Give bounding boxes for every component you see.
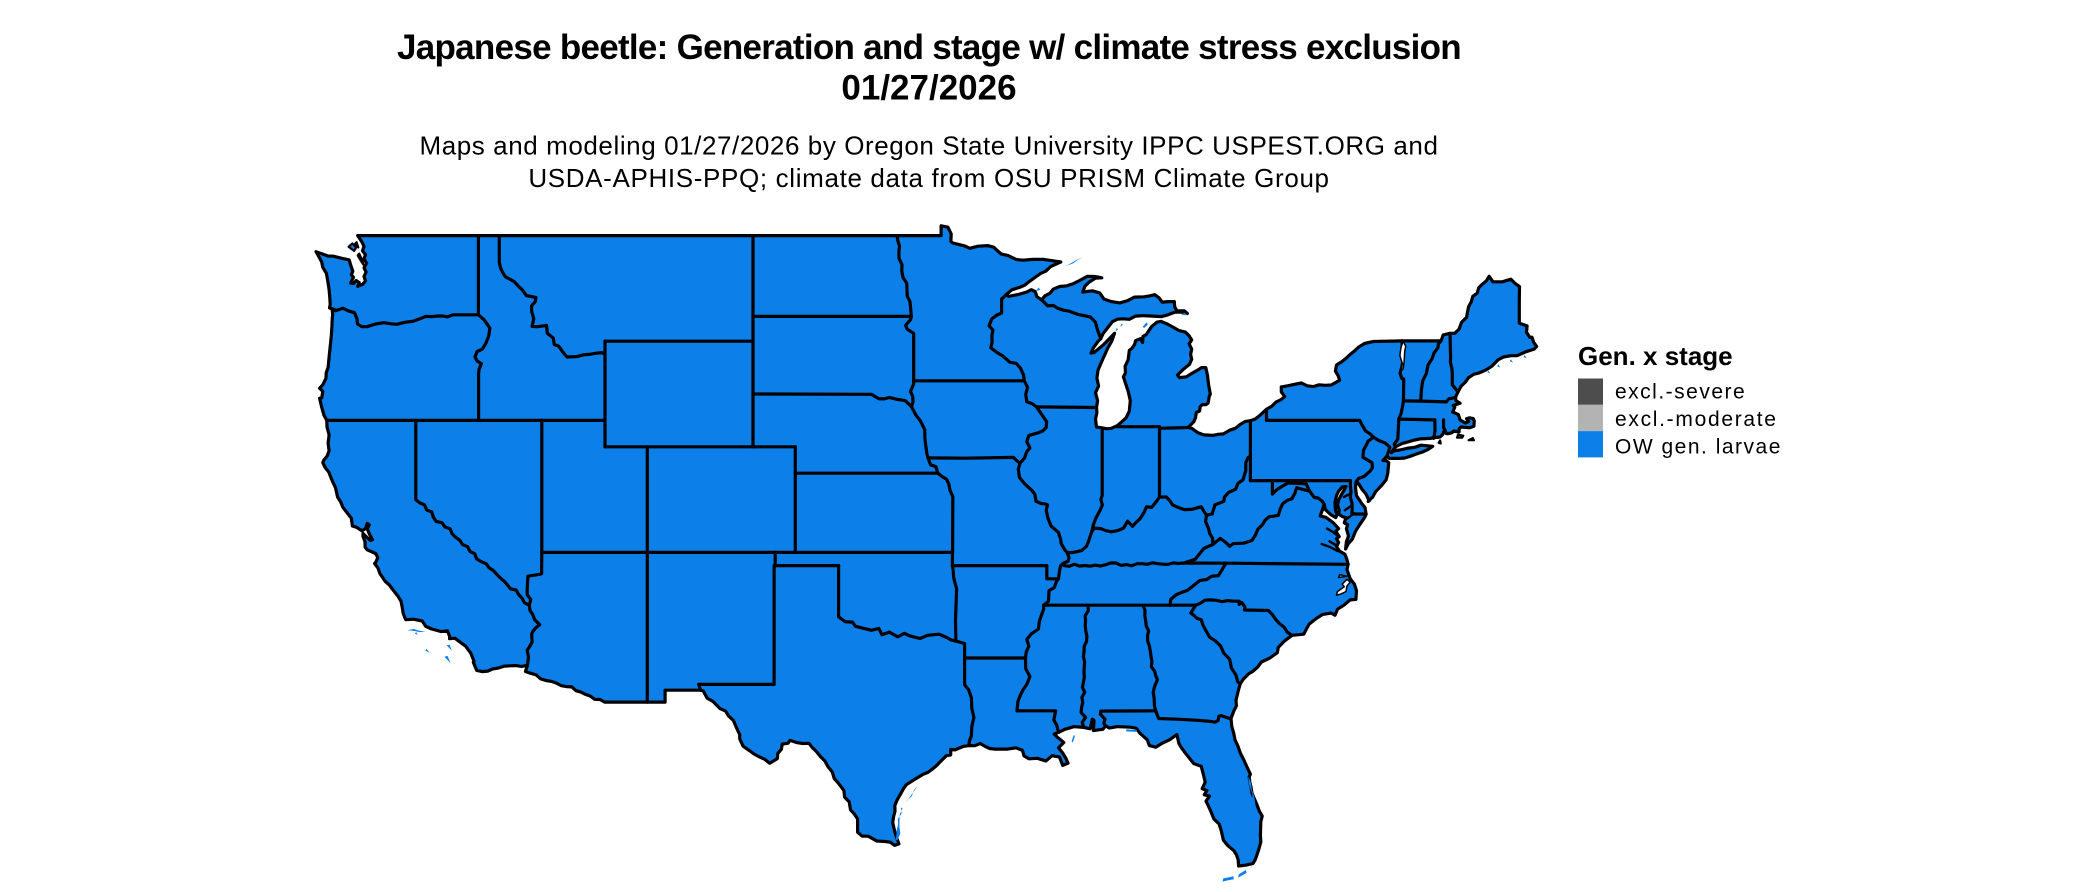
svg-text:Gen. x stage: Gen. x stage	[1578, 341, 1733, 371]
svg-text:USDA-APHIS-PPQ; climate data f: USDA-APHIS-PPQ; climate data from OSU PR…	[528, 163, 1329, 193]
svg-text:OW gen. larvae: OW gen. larvae	[1615, 436, 1782, 459]
svg-text:excl.-moderate: excl.-moderate	[1615, 408, 1778, 431]
svg-text:Maps and modeling 01/27/2026 b: Maps and modeling 01/27/2026 by Oregon S…	[419, 131, 1438, 161]
svg-text:01/27/2026: 01/27/2026	[841, 69, 1016, 108]
svg-text:Japanese beetle: Generation an: Japanese beetle: Generation and stage w/…	[397, 28, 1461, 67]
svg-text:excl.-severe: excl.-severe	[1615, 381, 1746, 404]
